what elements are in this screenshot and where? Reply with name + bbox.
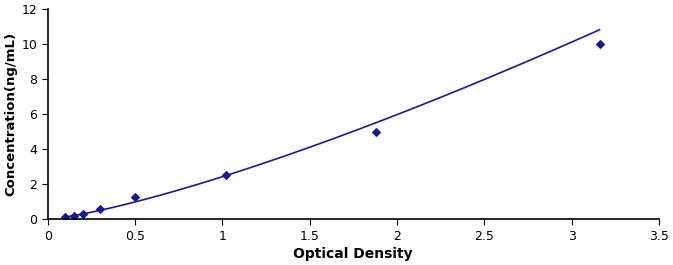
X-axis label: Optical Density: Optical Density bbox=[293, 247, 413, 261]
Y-axis label: Concentration(ng/mL): Concentration(ng/mL) bbox=[4, 32, 17, 196]
